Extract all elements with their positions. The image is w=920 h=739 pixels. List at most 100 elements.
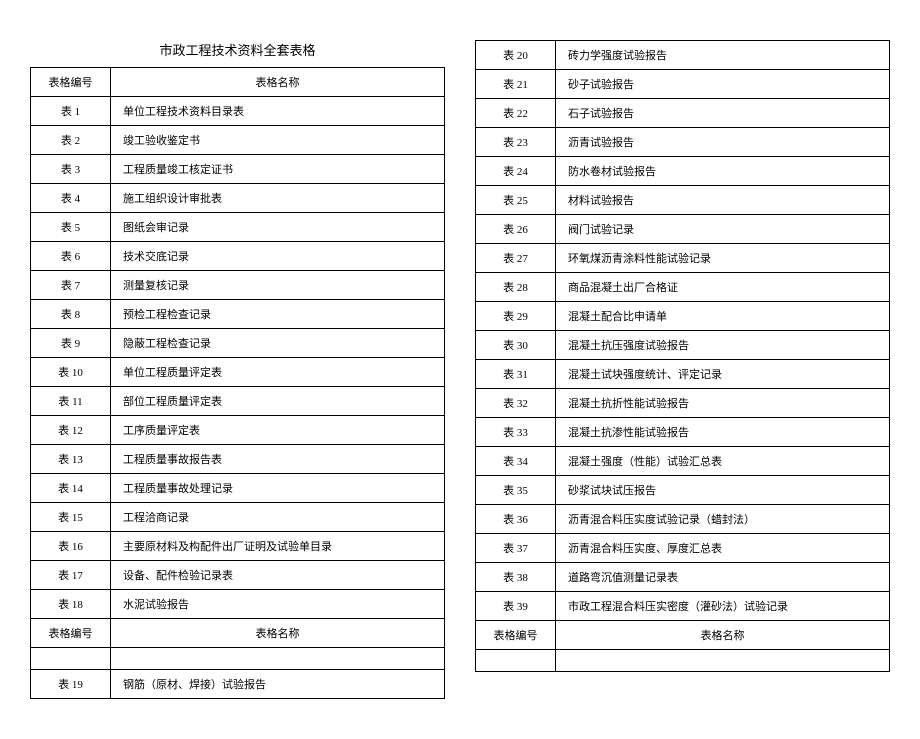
table-row: 表 21 砂子试验报告 xyxy=(476,70,890,99)
table-row: 表 25 材料试验报告 xyxy=(476,186,890,215)
table-row: 表 23 沥青试验报告 xyxy=(476,128,890,157)
table-row: 表 20 砖力学强度试验报告 xyxy=(476,41,890,70)
row-name-cell: 混凝土配合比申请单 xyxy=(556,302,890,331)
row-id-cell: 表 27 xyxy=(476,244,556,273)
row-name-cell: 材料试验报告 xyxy=(556,186,890,215)
row-id-cell: 表 37 xyxy=(476,534,556,563)
table-row: 表 18 水泥试验报告 xyxy=(31,590,445,619)
row-id-cell: 表 31 xyxy=(476,360,556,389)
row-name-cell: 砖力学强度试验报告 xyxy=(556,41,890,70)
row-name-cell: 钢筋（原材、焊接）试验报告 xyxy=(111,670,445,699)
table-row: 表 34 混凝土强度（性能）试验汇总表 xyxy=(476,447,890,476)
row-id-cell: 表 39 xyxy=(476,592,556,621)
row-name-cell: 沥青混合料压实度试验记录（蜡封法） xyxy=(556,505,890,534)
table-row: 表 13 工程质量事故报告表 xyxy=(31,445,445,474)
row-name-cell: 工程质量竣工核定证书 xyxy=(111,155,445,184)
table-row: 表 29 混凝土配合比申请单 xyxy=(476,302,890,331)
table-row: 表 14 工程质量事故处理记录 xyxy=(31,474,445,503)
header-id-cell: 表格编号 xyxy=(476,621,556,650)
document-title: 市政工程技术资料全套表格 xyxy=(30,40,445,59)
row-id-cell: 表 33 xyxy=(476,418,556,447)
table-row: 表 4 施工组织设计审批表 xyxy=(31,184,445,213)
row-name-cell: 水泥试验报告 xyxy=(111,590,445,619)
row-id-cell: 表 16 xyxy=(31,532,111,561)
row-name-cell: 单位工程技术资料目录表 xyxy=(111,97,445,126)
row-id-cell: 表 13 xyxy=(31,445,111,474)
row-name-cell: 砂浆试块试压报告 xyxy=(556,476,890,505)
row-name-cell: 竣工验收鉴定书 xyxy=(111,126,445,155)
row-id-cell: 表 26 xyxy=(476,215,556,244)
row-id-cell: 表 7 xyxy=(31,271,111,300)
header-name-cell: 表格名称 xyxy=(111,68,445,97)
row-id-cell: 表 11 xyxy=(31,387,111,416)
row-id-cell: 表 35 xyxy=(476,476,556,505)
row-name-cell: 市政工程混合料压实密度（灌砂法）试验记录 xyxy=(556,592,890,621)
row-id-cell: 表 14 xyxy=(31,474,111,503)
table-row: 表 7 测量复核记录 xyxy=(31,271,445,300)
table-row: 表 15 工程洽商记录 xyxy=(31,503,445,532)
table-row: 表 8 预检工程检查记录 xyxy=(31,300,445,329)
row-id-cell: 表 38 xyxy=(476,563,556,592)
left-column: 市政工程技术资料全套表格 表格编号 表格名称 表 1 单位工程技术资料目录表 表… xyxy=(30,40,445,699)
row-name-cell: 隐蔽工程检查记录 xyxy=(111,329,445,358)
spacer-id-cell xyxy=(476,650,556,672)
row-id-cell: 表 8 xyxy=(31,300,111,329)
row-name-cell: 混凝土试块强度统计、评定记录 xyxy=(556,360,890,389)
row-id-cell: 表 36 xyxy=(476,505,556,534)
row-name-cell: 石子试验报告 xyxy=(556,99,890,128)
row-name-cell: 工程质量事故处理记录 xyxy=(111,474,445,503)
row-id-cell: 表 24 xyxy=(476,157,556,186)
row-name-cell: 商品混凝土出厂合格证 xyxy=(556,273,890,302)
row-id-cell: 表 12 xyxy=(31,416,111,445)
row-name-cell: 技术交底记录 xyxy=(111,242,445,271)
table-row: 表 31 混凝土试块强度统计、评定记录 xyxy=(476,360,890,389)
row-id-cell: 表 34 xyxy=(476,447,556,476)
row-id-cell: 表 23 xyxy=(476,128,556,157)
row-name-cell: 施工组织设计审批表 xyxy=(111,184,445,213)
row-name-cell: 环氧煤沥青涂料性能试验记录 xyxy=(556,244,890,273)
table-row: 表 24 防水卷材试验报告 xyxy=(476,157,890,186)
table-row: 表 19 钢筋（原材、焊接）试验报告 xyxy=(31,670,445,699)
table-row: 表 38 道路弯沉值测量记录表 xyxy=(476,563,890,592)
row-name-cell: 预检工程检查记录 xyxy=(111,300,445,329)
row-id-cell: 表 3 xyxy=(31,155,111,184)
row-name-cell: 阀门试验记录 xyxy=(556,215,890,244)
spacer-name-cell xyxy=(556,650,890,672)
row-name-cell: 砂子试验报告 xyxy=(556,70,890,99)
spacer-row xyxy=(476,650,890,672)
table-row: 表 12 工序质量评定表 xyxy=(31,416,445,445)
table-header-row: 表格编号 表格名称 xyxy=(31,68,445,97)
row-name-cell: 防水卷材试验报告 xyxy=(556,157,890,186)
row-name-cell: 部位工程质量评定表 xyxy=(111,387,445,416)
row-id-cell: 表 20 xyxy=(476,41,556,70)
header-id-cell: 表格编号 xyxy=(31,68,111,97)
table-row: 表 3 工程质量竣工核定证书 xyxy=(31,155,445,184)
row-name-cell: 混凝土抗渗性能试验报告 xyxy=(556,418,890,447)
row-id-cell: 表 32 xyxy=(476,389,556,418)
row-id-cell: 表 21 xyxy=(476,70,556,99)
header-name-cell: 表格名称 xyxy=(556,621,890,650)
row-id-cell: 表 4 xyxy=(31,184,111,213)
row-id-cell: 表 28 xyxy=(476,273,556,302)
row-id-cell: 表 18 xyxy=(31,590,111,619)
row-id-cell: 表 15 xyxy=(31,503,111,532)
row-name-cell: 沥青试验报告 xyxy=(556,128,890,157)
row-id-cell: 表 17 xyxy=(31,561,111,590)
row-name-cell: 沥青混合料压实度、厚度汇总表 xyxy=(556,534,890,563)
row-id-cell: 表 1 xyxy=(31,97,111,126)
row-name-cell: 设备、配件检验记录表 xyxy=(111,561,445,590)
table-row: 表 39 市政工程混合料压实密度（灌砂法）试验记录 xyxy=(476,592,890,621)
table-row: 表 26 阀门试验记录 xyxy=(476,215,890,244)
row-name-cell: 混凝土抗压强度试验报告 xyxy=(556,331,890,360)
row-name-cell: 混凝土抗折性能试验报告 xyxy=(556,389,890,418)
header-name-cell: 表格名称 xyxy=(111,619,445,648)
row-name-cell: 测量复核记录 xyxy=(111,271,445,300)
table-row: 表 6 技术交底记录 xyxy=(31,242,445,271)
table-row: 表 30 混凝土抗压强度试验报告 xyxy=(476,331,890,360)
row-name-cell: 道路弯沉值测量记录表 xyxy=(556,563,890,592)
left-table: 表格编号 表格名称 表 1 单位工程技术资料目录表 表 2 竣工验收鉴定书 表 … xyxy=(30,67,445,699)
table-row: 表 32 混凝土抗折性能试验报告 xyxy=(476,389,890,418)
row-id-cell: 表 30 xyxy=(476,331,556,360)
table-header-row: 表格编号 表格名称 xyxy=(476,621,890,650)
table-row: 表 22 石子试验报告 xyxy=(476,99,890,128)
